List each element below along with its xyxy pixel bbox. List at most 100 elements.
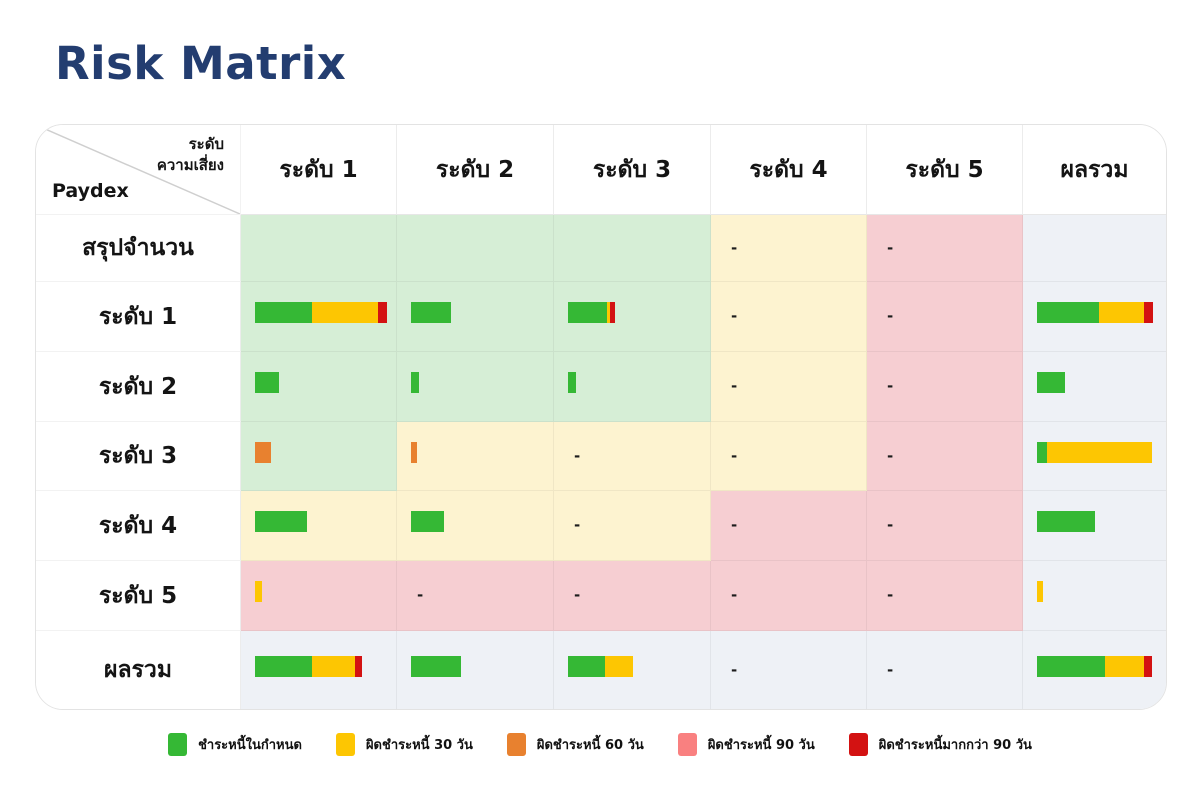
- bar-segment-green: [255, 372, 279, 394]
- matrix-cell: [1023, 215, 1166, 283]
- matrix-cell: -: [711, 215, 867, 283]
- matrix-cell: -: [711, 631, 867, 710]
- legend-swatch: [677, 733, 697, 757]
- matrix-cell: [1023, 561, 1166, 632]
- bar-segment-yellow: [312, 655, 355, 677]
- bar-segment-green: [255, 655, 312, 677]
- matrix-cell: [241, 352, 397, 423]
- bar-segment-yellow: [1047, 441, 1152, 463]
- cell-bar: [411, 302, 451, 324]
- bar-segment-green: [411, 302, 451, 324]
- cell-bar: [255, 372, 279, 394]
- cell-bar: [411, 511, 444, 533]
- legend-swatch: [168, 733, 188, 757]
- empty-cell-dash: -: [887, 446, 894, 465]
- empty-cell-dash: -: [731, 307, 738, 326]
- legend-label: ชำระหนี้ในกำหนด: [198, 738, 302, 754]
- matrix-cell: [397, 631, 554, 710]
- cell-bar: [1037, 302, 1153, 324]
- bar-segment-green: [1037, 441, 1047, 463]
- corner-risk-level-line2: ความเสี่ยง: [156, 155, 224, 174]
- bar-segment-yellow: [1099, 302, 1144, 324]
- cell-bar: [1037, 511, 1095, 533]
- empty-cell-dash: -: [731, 660, 738, 679]
- matrix-cell: [241, 631, 397, 710]
- matrix-cell: [1023, 631, 1166, 710]
- row-header-7: ผลรวม: [36, 631, 241, 710]
- row-header-1: สรุปจำนวน: [36, 215, 241, 283]
- bar-segment-yellow: [605, 655, 633, 677]
- corner-risk-level-line1: ระดับ: [188, 135, 224, 154]
- column-header-3: ระดับ 3: [554, 125, 711, 216]
- bar-segment-green: [411, 655, 461, 677]
- bar-segment-green: [568, 302, 607, 324]
- legend-label: ผิดชำระหนี้ 60 วัน: [536, 738, 644, 754]
- bar-segment-green: [255, 302, 312, 324]
- legend-label: ผิดชำระหนี้ 30 วัน: [365, 738, 473, 754]
- row-header-2: ระดับ 1: [36, 282, 241, 353]
- matrix-cell: [554, 631, 711, 710]
- cell-bar: [411, 655, 461, 677]
- bar-segment-yellow: [1105, 655, 1144, 677]
- matrix-cell: [554, 352, 711, 423]
- matrix-cell: [241, 422, 397, 492]
- matrix-cell: -: [867, 631, 1023, 710]
- cell-bar: [411, 372, 419, 394]
- column-header-1: ระดับ 1: [241, 125, 397, 216]
- legend-swatch: [335, 733, 355, 757]
- matrix-cell: -: [554, 561, 711, 632]
- bar-segment-red: [378, 302, 387, 324]
- legend-label: ผิดชำระหนี้มากกว่า 90 วัน: [878, 738, 1032, 754]
- empty-cell-dash: -: [731, 377, 738, 396]
- matrix-cell: -: [554, 422, 711, 492]
- matrix-cell: -: [867, 352, 1023, 423]
- matrix-cell: -: [711, 561, 867, 632]
- legend-swatch: [848, 733, 868, 757]
- bar-segment-green: [411, 372, 419, 394]
- empty-cell-dash: -: [574, 586, 581, 605]
- matrix-cell: [397, 352, 554, 423]
- matrix-cell: -: [867, 215, 1023, 283]
- matrix-cell: [397, 215, 554, 283]
- bar-segment-green: [255, 511, 307, 533]
- legend-item: ผิดชำระหนี้ 30 วัน: [335, 733, 473, 757]
- empty-cell-dash: -: [731, 238, 738, 257]
- row-header-3: ระดับ 2: [36, 352, 241, 423]
- cell-bar: [568, 302, 615, 324]
- empty-cell-dash: -: [887, 660, 894, 679]
- matrix-cell: -: [397, 561, 554, 632]
- corner-paydex-label: Paydex: [52, 180, 129, 203]
- column-header-2: ระดับ 2: [397, 125, 554, 216]
- risk-matrix-table: ระดับ ความเสี่ยง Paydex ระดับ 1 ระดับ 2 ระ…: [35, 124, 1167, 711]
- cell-bar: [255, 302, 387, 324]
- cell-bar: [255, 441, 271, 463]
- empty-cell-dash: -: [887, 307, 894, 326]
- row-header-6: ระดับ 5: [36, 561, 241, 632]
- bar-segment-green: [1037, 511, 1095, 533]
- matrix-cell: [397, 422, 554, 492]
- empty-cell-dash: -: [887, 377, 894, 396]
- bar-segment-red: [1144, 302, 1153, 324]
- cell-bar: [1037, 655, 1152, 677]
- bar-segment-orange: [255, 441, 271, 463]
- bar-segment-red: [355, 655, 362, 677]
- column-header-5: ระดับ 5: [867, 125, 1023, 216]
- matrix-cell: [1023, 352, 1166, 423]
- empty-cell-dash: -: [574, 446, 581, 465]
- bar-segment-green: [568, 372, 576, 394]
- cell-bar: [411, 441, 417, 463]
- cell-bar: [568, 655, 633, 677]
- cell-bar: [255, 511, 307, 533]
- matrix-cell: -: [711, 352, 867, 423]
- column-header-6: ผลรวม: [1023, 125, 1166, 216]
- matrix-cell: [241, 561, 397, 632]
- matrix-cell: [241, 282, 397, 353]
- matrix-cell: -: [711, 282, 867, 353]
- empty-cell-dash: -: [731, 446, 738, 465]
- legend-label: ผิดชำระหนี้ 90 วัน: [707, 738, 815, 754]
- empty-cell-dash: -: [887, 238, 894, 257]
- cell-bar: [568, 372, 576, 394]
- matrix-cell: -: [554, 491, 711, 562]
- matrix-cell: -: [711, 422, 867, 492]
- bar-segment-yellow: [312, 302, 378, 324]
